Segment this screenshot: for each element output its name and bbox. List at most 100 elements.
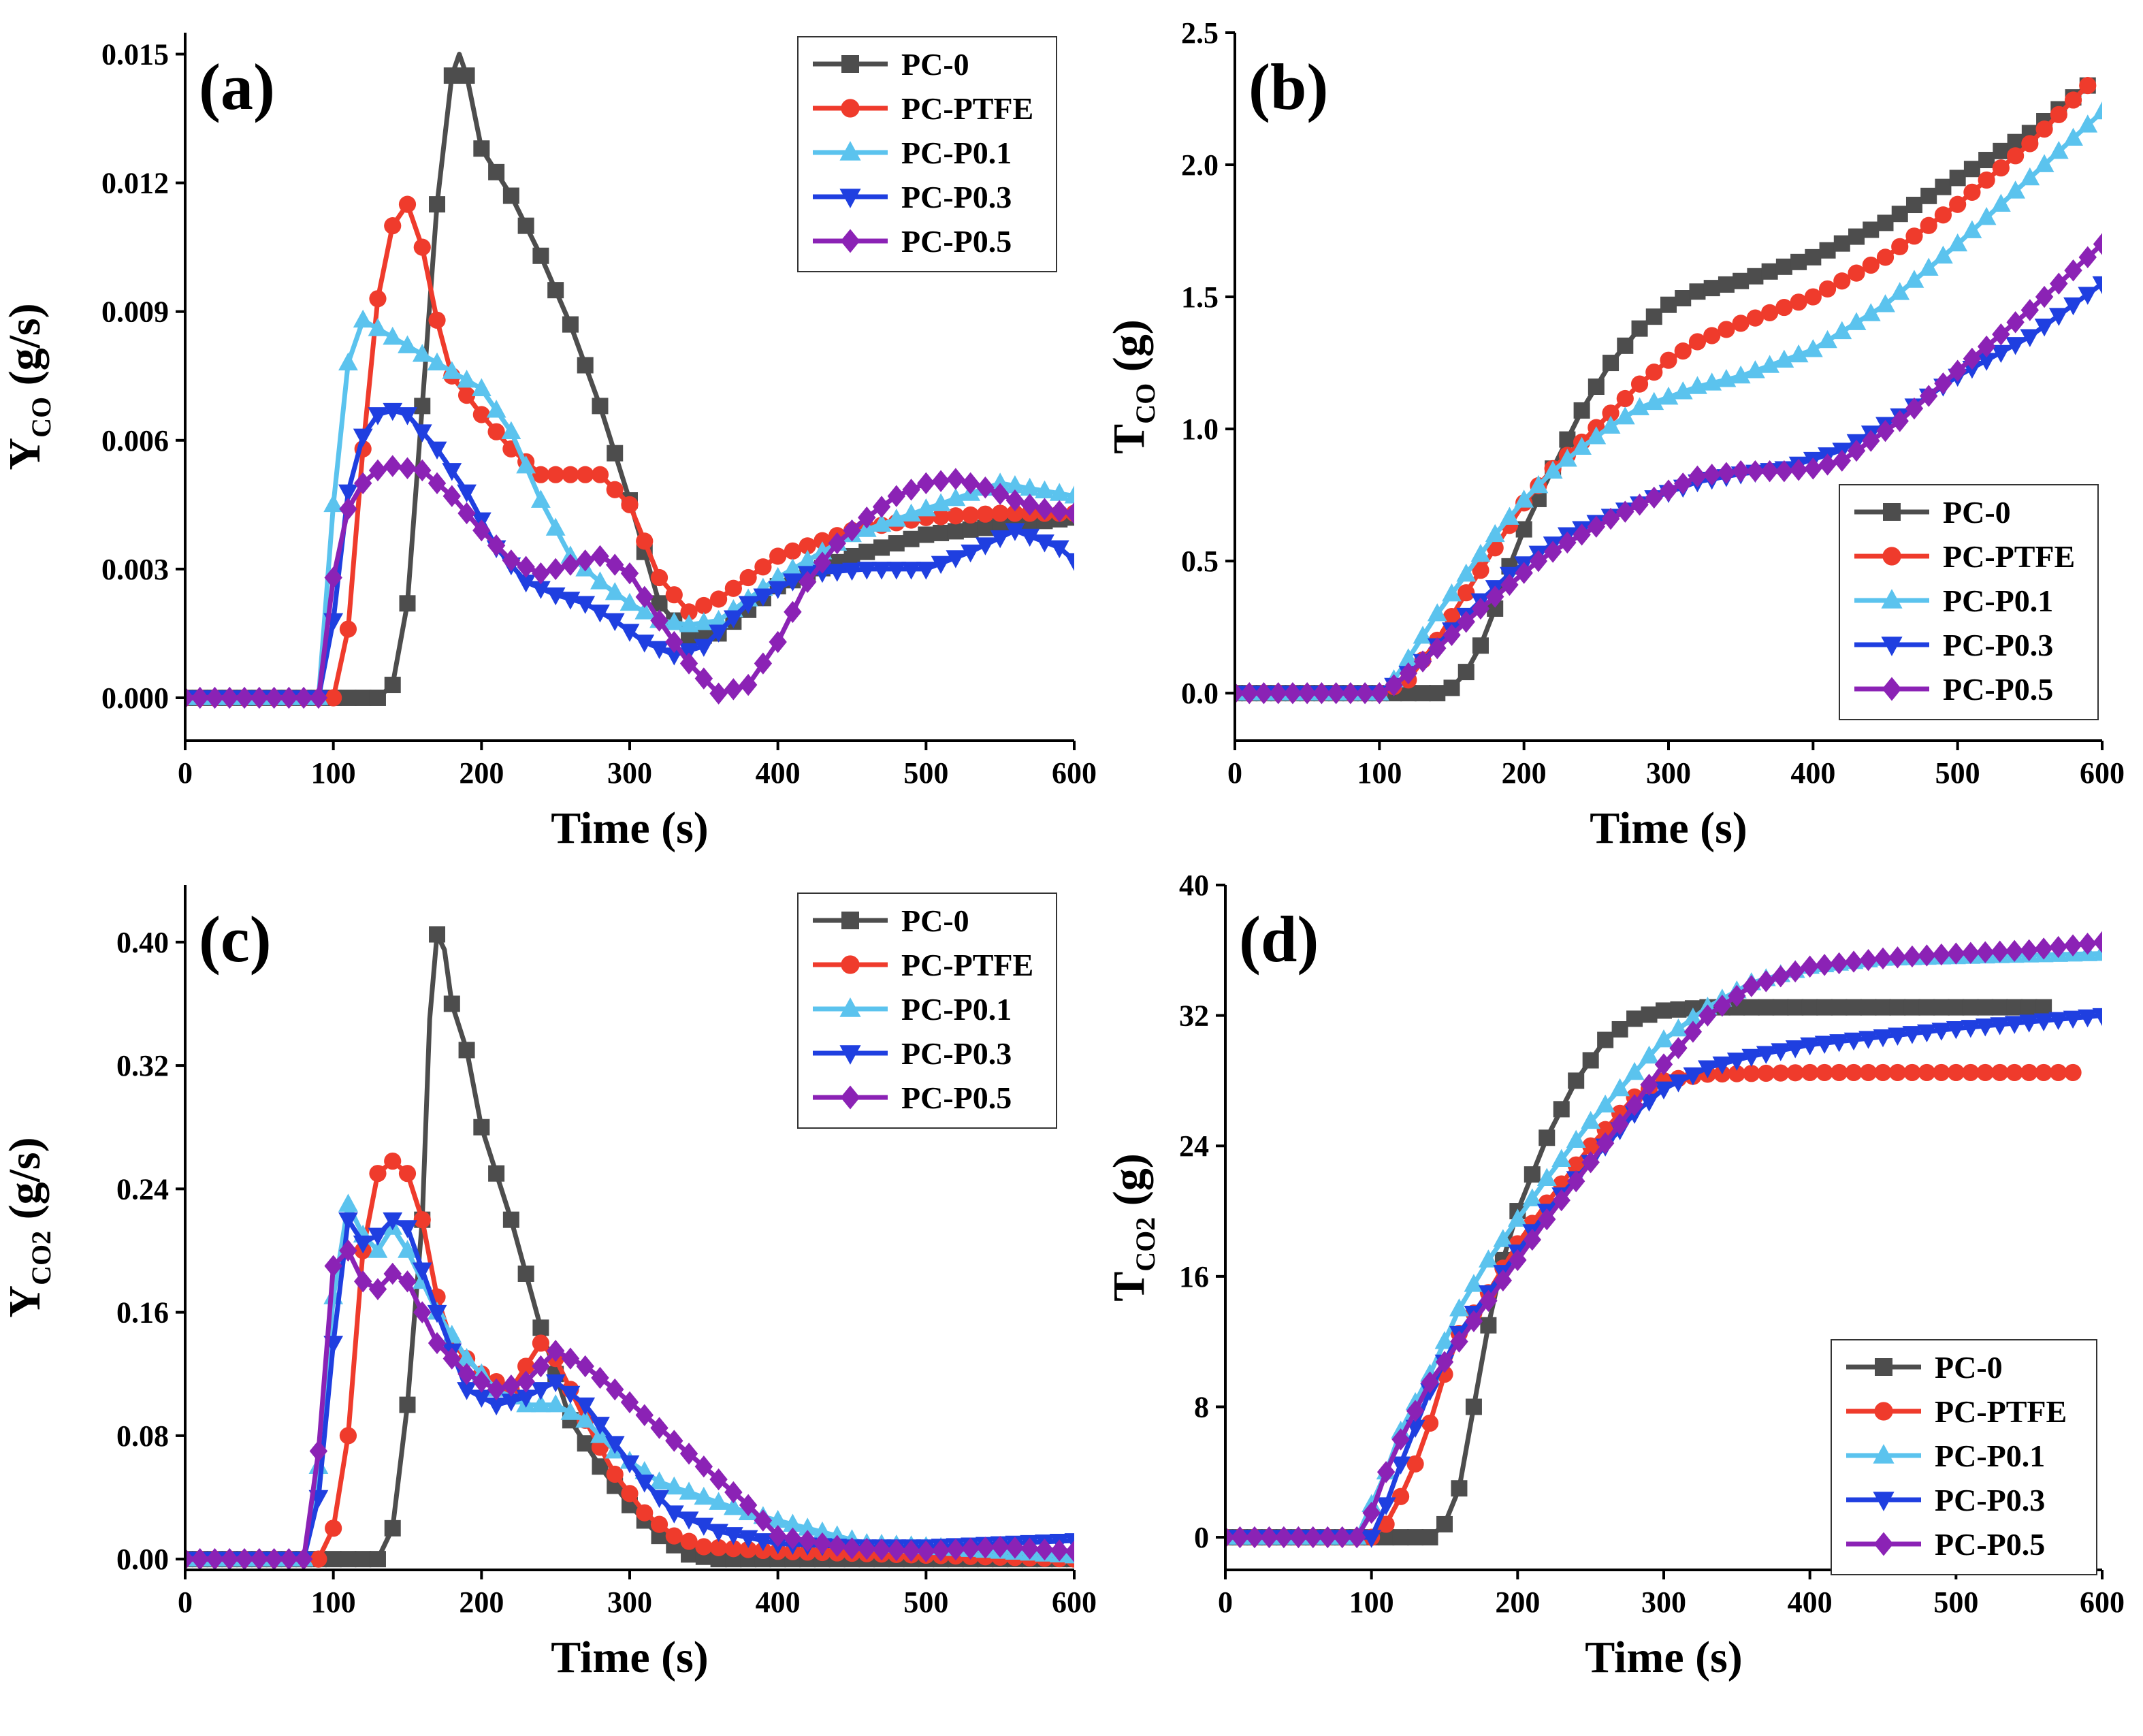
- data-point-pc-p03: [2004, 1016, 2025, 1034]
- data-point-pc-0: [1611, 1020, 1628, 1038]
- data-point-pc-0: [1933, 999, 1950, 1016]
- data-point-pc-0: [1991, 999, 2008, 1016]
- data-point-pc-p05: [185, 1547, 195, 1570]
- data-point-pc-p05: [620, 562, 639, 585]
- data-point-pc-p05: [368, 459, 387, 482]
- data-point-pc-p01: [1904, 270, 1924, 288]
- data-point-pc-p05: [1050, 500, 1069, 522]
- data-point-pc-0: [843, 547, 860, 564]
- data-point-pc-0: [1602, 355, 1620, 372]
- x-tick-label: 500: [903, 756, 948, 790]
- data-point-pc-ptfe: [1790, 293, 1807, 311]
- data-point-pc-p03: [990, 530, 1010, 549]
- chart-panel-a: 0 100 200 300 400 500 600 0.000 0.003 0.006 0.009 0…: [0, 33, 1097, 853]
- x-tick-label: 300: [1646, 756, 1691, 790]
- data-point-pc-ptfe: [680, 1532, 698, 1550]
- data-point-pc-p05: [665, 630, 683, 654]
- legend-label: PC-PTFE: [1943, 539, 2075, 574]
- data-point-pc-0: [1877, 214, 1894, 231]
- data-point-pc-ptfe: [1757, 1064, 1775, 1082]
- data-point-pc-0: [399, 1396, 416, 1413]
- data-point-pc-0: [1660, 296, 1677, 313]
- data-point-pc-ptfe: [1992, 159, 2010, 177]
- data-point-pc-0: [1626, 1010, 1643, 1027]
- data-point-pc-p03: [1741, 1048, 1762, 1067]
- data-point-pc-p05: [532, 1355, 550, 1378]
- data-point-pc-p03: [1902, 1026, 1922, 1044]
- data-point-pc-p05: [1961, 942, 1980, 964]
- data-point-pc-ptfe: [739, 1541, 757, 1558]
- data-point-pc-p01: [531, 489, 551, 508]
- data-point-pc-ptfe: [472, 406, 490, 423]
- data-point-pc-ptfe: [1602, 404, 1620, 422]
- data-point-pc-p01: [1485, 524, 1505, 543]
- data-point-pc-p05: [976, 476, 995, 499]
- y-axis-title-subscript: CO2: [26, 1231, 57, 1285]
- data-point-pc-ptfe: [1786, 1064, 1804, 1082]
- data-point-pc-p01: [1962, 220, 1982, 238]
- data-point-pc-p05: [591, 545, 609, 568]
- data-point-pc-p03: [1005, 523, 1025, 541]
- data-point-pc-ptfe: [1421, 1414, 1439, 1432]
- data-point-pc-0: [384, 677, 401, 694]
- data-point-pc-p05: [2093, 931, 2102, 954]
- data-point-pc-ptfe: [517, 1357, 535, 1375]
- data-point-pc-0: [502, 1211, 519, 1228]
- y-tick-label: 0.5: [1181, 545, 1219, 578]
- data-point-pc-ptfe: [710, 590, 728, 608]
- data-point-pc-p01: [442, 361, 462, 379]
- data-point-pc-p01: [2048, 141, 2069, 159]
- data-point-pc-p05: [872, 496, 891, 518]
- data-point-pc-ptfe: [1674, 342, 1692, 360]
- y-axis-title-unit: (g/s): [0, 303, 50, 396]
- data-point-pc-p05: [294, 1547, 313, 1570]
- data-point-pc-p05: [2064, 259, 2082, 282]
- data-point-pc-p01: [871, 513, 892, 532]
- data-point-pc-p01: [1818, 329, 1837, 349]
- data-point-pc-p01: [1644, 391, 1664, 411]
- data-point-pc-p03: [368, 407, 388, 425]
- data-point-pc-0: [1920, 187, 1937, 204]
- data-point-pc-0: [1656, 1002, 1672, 1019]
- data-point-pc-p01: [1442, 583, 1462, 602]
- data-point-pc-p03: [871, 562, 892, 580]
- data-point-pc-ptfe: [724, 1540, 742, 1558]
- data-point-pc-ptfe: [680, 603, 698, 621]
- data-point-pc-ptfe: [398, 1165, 417, 1183]
- data-point-pc-p03: [442, 463, 462, 481]
- data-point-pc-p01: [1398, 648, 1419, 666]
- data-point-pc-p01: [634, 601, 655, 620]
- legend-label: PC-0: [1935, 1350, 2003, 1385]
- data-point-pc-p05: [1903, 945, 1922, 968]
- data-point-pc-ptfe: [1801, 1063, 1819, 1082]
- series-group: [185, 926, 1074, 1570]
- data-point-pc-p03: [1975, 1018, 1995, 1037]
- data-point-pc-p05: [709, 682, 728, 705]
- data-point-pc-p01: [1716, 369, 1737, 387]
- legend-swatch-marker: [1881, 589, 1903, 609]
- data-point-pc-p05: [1833, 449, 1851, 472]
- legend-swatch-marker: [841, 912, 859, 929]
- data-point-pc-p05: [1717, 462, 1736, 484]
- data-point-pc-p05: [206, 686, 224, 709]
- data-point-pc-p05: [1645, 486, 1663, 509]
- data-point-pc-0: [1645, 308, 1662, 325]
- data-point-pc-ptfe: [1443, 608, 1461, 626]
- data-point-pc-p05: [1654, 1053, 1673, 1076]
- data-point-pc-p05: [1274, 1526, 1293, 1549]
- data-point-pc-ptfe: [1743, 1065, 1760, 1082]
- series-group: [185, 52, 1074, 709]
- data-point-pc-p05: [813, 1532, 832, 1555]
- data-point-pc-p03: [1698, 1060, 1718, 1078]
- data-point-pc-p05: [1385, 674, 1403, 696]
- data-point-pc-ptfe: [1616, 389, 1634, 408]
- data-point-pc-p01: [2020, 167, 2040, 186]
- data-point-pc-p03: [1990, 1017, 2010, 1035]
- y-tick-label: 8: [1194, 1390, 1209, 1424]
- data-point-pc-p03: [531, 1382, 551, 1400]
- data-point-pc-ptfe: [1472, 562, 1489, 579]
- data-point-pc-p05: [1731, 460, 1750, 483]
- data-point-pc-ptfe: [2020, 1063, 2038, 1082]
- data-point-pc-0: [1415, 685, 1432, 702]
